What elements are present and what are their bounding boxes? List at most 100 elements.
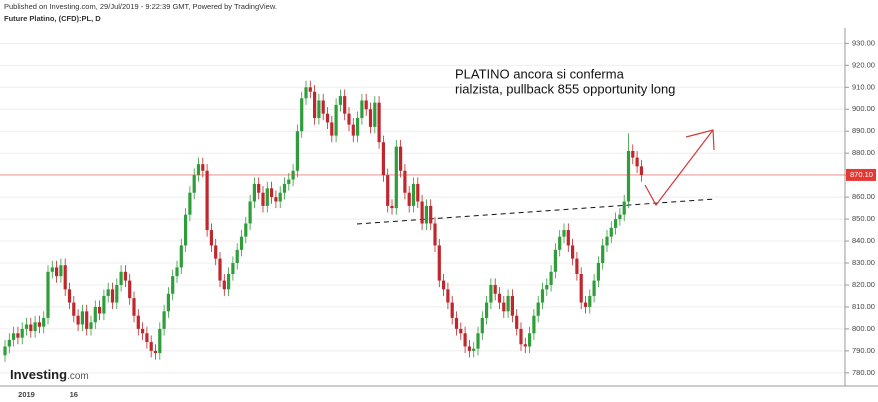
candle-body [558,236,562,250]
candle-body [201,164,205,171]
candle-body [553,249,557,272]
candle-body [476,333,480,349]
y-tick-label: 910.00 [852,82,875,91]
candle-body [42,317,46,327]
candle-body [270,188,274,198]
candle-body [429,205,433,224]
candle-body [119,271,123,285]
candle-body [571,245,575,259]
candle-body [158,328,162,354]
y-tick-label: 890.00 [852,126,875,135]
candle-body [566,230,570,246]
candle-body [485,302,489,318]
candle-body [583,302,588,307]
candle-body [338,96,342,105]
candle-body [601,245,605,264]
candle-body [575,258,579,274]
candle-body [24,324,29,329]
candle-body [300,98,304,132]
candle-body [420,201,424,224]
candle-body [618,214,622,220]
candle-body [128,280,132,299]
candle-body [115,284,119,303]
candle-body [175,267,179,277]
candle-body [497,293,502,303]
candle-body [308,87,312,92]
candle-body [20,328,24,338]
candle-body [214,245,218,259]
candle-body [549,271,553,285]
candle-body [252,183,256,202]
candle-body [437,245,441,281]
candle-body [407,192,411,206]
candle-body [609,227,613,237]
candle-body [399,146,403,171]
candle-body [493,284,497,294]
x-tick-label: 16 [70,390,78,399]
candle-body [153,350,158,354]
candle-body [76,315,80,325]
candle-body [12,333,16,340]
candle-body [162,311,166,329]
candle-body [141,328,145,334]
candle-body [166,293,170,312]
candle-body [489,284,493,303]
candle-body [343,96,347,114]
candle-body [480,317,484,334]
candle-body [394,146,398,209]
candle-body [136,315,140,329]
candle-body [639,166,643,175]
candle-body [377,102,381,143]
candle-body [614,219,618,228]
candle-body [510,295,514,316]
candle-body [390,205,394,209]
candle-body [446,289,450,303]
candle-body [416,183,420,202]
candle-body [227,273,231,290]
candle-body [218,258,222,281]
y-tick-label: 880.00 [852,148,875,157]
candle-body [528,333,532,347]
candle-body [244,223,248,237]
candle-body [635,157,639,167]
candle-body [459,328,463,334]
candle-body [467,346,471,351]
candle-body [622,201,626,215]
y-tick-label: 860.00 [852,192,875,201]
y-tick-label: 810.00 [852,302,875,311]
price-label: 870.10 [850,170,873,179]
candle-body [209,230,213,246]
candle-body [360,100,364,119]
candle-body [351,124,355,136]
candle-body [80,311,84,325]
candle-body [50,267,54,272]
candle-body [596,263,600,281]
candle-body [605,236,609,246]
candle-body [631,150,635,158]
candle-body [132,298,136,316]
candle-body [192,175,196,193]
candle-body [626,150,631,202]
candle-body [16,333,20,338]
candle-body [523,344,527,347]
candle-body [368,109,373,127]
candle-body [196,164,201,176]
candle-body [386,175,390,206]
candle-body [540,289,545,303]
candle-body [85,311,89,329]
candle-body [588,295,592,307]
candle-body [364,100,368,110]
candle-body [515,315,519,329]
candle-body [274,197,278,202]
candle-body [282,183,287,193]
candle-body [188,192,192,215]
candle-body [450,302,454,318]
y-tick-label: 840.00 [852,236,875,245]
candle-body [145,333,149,343]
arrow-head [685,129,715,151]
candle-body [304,87,308,99]
candle-body [37,322,41,327]
x-tick-label: 2019 [18,390,35,399]
candle-body [239,236,244,250]
candle-body [519,328,523,345]
